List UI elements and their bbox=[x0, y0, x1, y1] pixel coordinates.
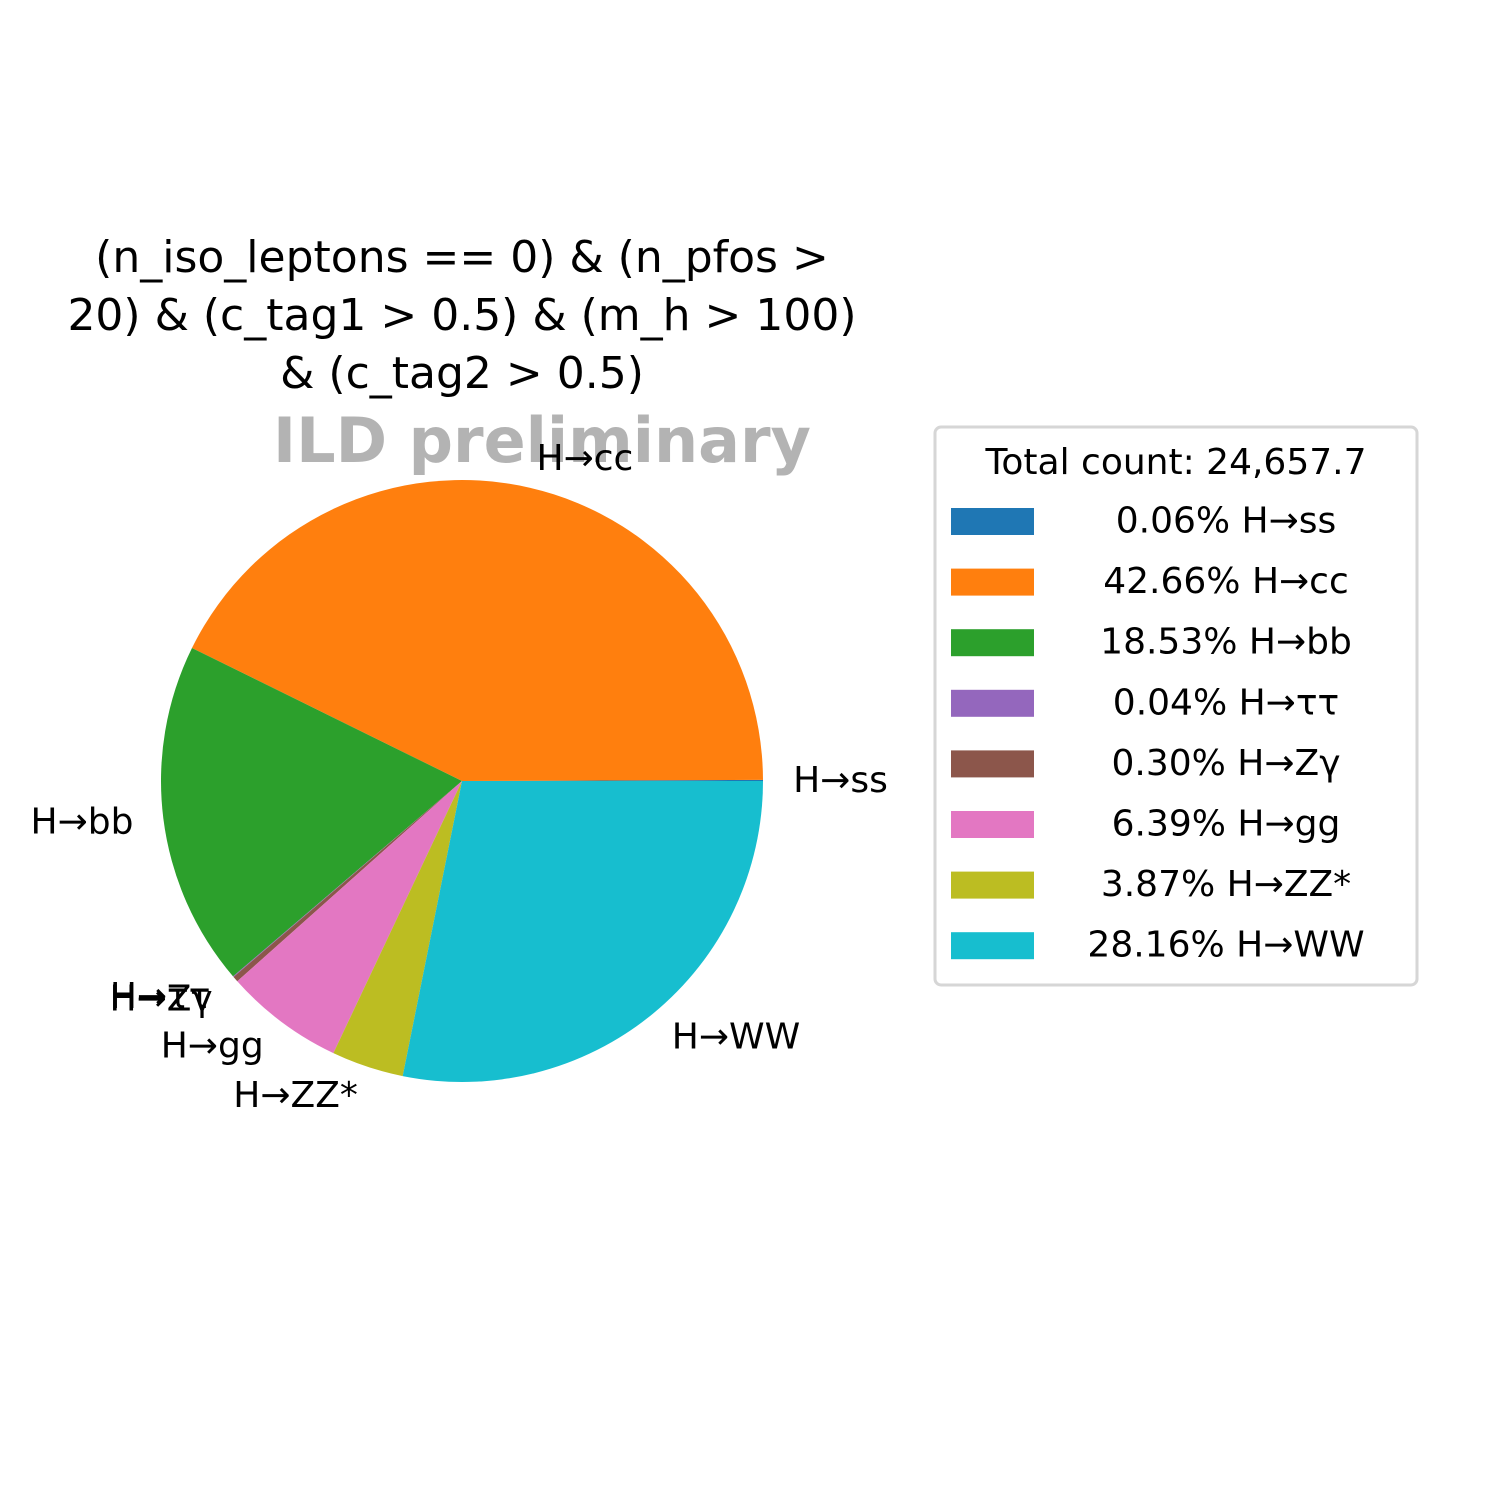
pie-slice-1 bbox=[462, 779, 763, 781]
slice-label-6: H→gg bbox=[161, 1026, 264, 1067]
legend-entry-5: 0.30% H→Zγ bbox=[1111, 743, 1340, 784]
title-line-2: 20) & (c_tag1 > 0.5) & (m_h > 100) bbox=[67, 290, 856, 341]
pie-slice-2 bbox=[191, 480, 763, 781]
pie-slice-6 bbox=[237, 781, 462, 1054]
watermark-text: ILD preliminary bbox=[273, 404, 811, 477]
legend-entry-7: 3.87% H→ZZ* bbox=[1101, 864, 1351, 905]
legend-swatch-5 bbox=[951, 750, 1034, 778]
legend-swatch-4 bbox=[951, 689, 1034, 717]
legend-swatch-6 bbox=[951, 811, 1034, 838]
slice-label-8: H→WW bbox=[672, 1017, 800, 1058]
pie-slice-5 bbox=[233, 781, 462, 982]
legend-title: Total count: 24,657.7 bbox=[985, 442, 1367, 483]
legend-swatch-2 bbox=[951, 568, 1034, 596]
slice-label-5: H→Zγ bbox=[110, 978, 213, 1019]
chart-title: (n_iso_leptons == 0) & (n_pfos > 20) & (… bbox=[67, 232, 856, 399]
legend-entry-2: 42.66% H→cc bbox=[1103, 561, 1349, 602]
title-line-3: & (c_tag2 > 0.5) bbox=[280, 348, 644, 399]
legend-swatch-1 bbox=[951, 508, 1034, 535]
legend-swatch-8 bbox=[951, 932, 1034, 960]
legend-entry-8: 28.16% H→WW bbox=[1087, 925, 1364, 966]
legend-entry-4: 0.04% H→ττ bbox=[1113, 682, 1339, 723]
legend-swatch-7 bbox=[951, 871, 1034, 899]
pie-slice-7 bbox=[333, 781, 462, 1077]
pie-slice-3 bbox=[161, 647, 462, 977]
slice-label-3: H→bb bbox=[31, 802, 134, 843]
pie-slice-4 bbox=[233, 781, 462, 977]
slice-label-7: H→ZZ* bbox=[233, 1075, 358, 1116]
legend-entry-3: 18.53% H→bb bbox=[1100, 622, 1352, 663]
pie-slice-8 bbox=[402, 781, 763, 1082]
slice-label-1: H→ss bbox=[793, 760, 888, 801]
legend-items: 0.06% H→ss 42.66% H→cc 18.53% H→bb 0.04% H→… bbox=[951, 501, 1365, 966]
pie-slices bbox=[161, 480, 763, 1082]
legend-swatch-3 bbox=[951, 629, 1034, 657]
legend-entry-6: 6.39% H→gg bbox=[1112, 804, 1341, 845]
legend-entry-1: 0.06% H→ss bbox=[1116, 501, 1337, 542]
legend: Total count: 24,657.7 0.06% H→ss 42.66% H… bbox=[933, 425, 1419, 987]
pie-slice-labels: H→ss H→cc H→bb H→ττH→Zγ H→gg H→ZZ* H→WW bbox=[31, 438, 888, 1116]
legend-frame bbox=[933, 425, 1419, 987]
title-line-1: (n_iso_leptons == 0) & (n_pfos > bbox=[95, 232, 829, 283]
slice-label-4: H→ττ bbox=[110, 976, 211, 1017]
slice-label-2: H→cc bbox=[537, 438, 634, 479]
